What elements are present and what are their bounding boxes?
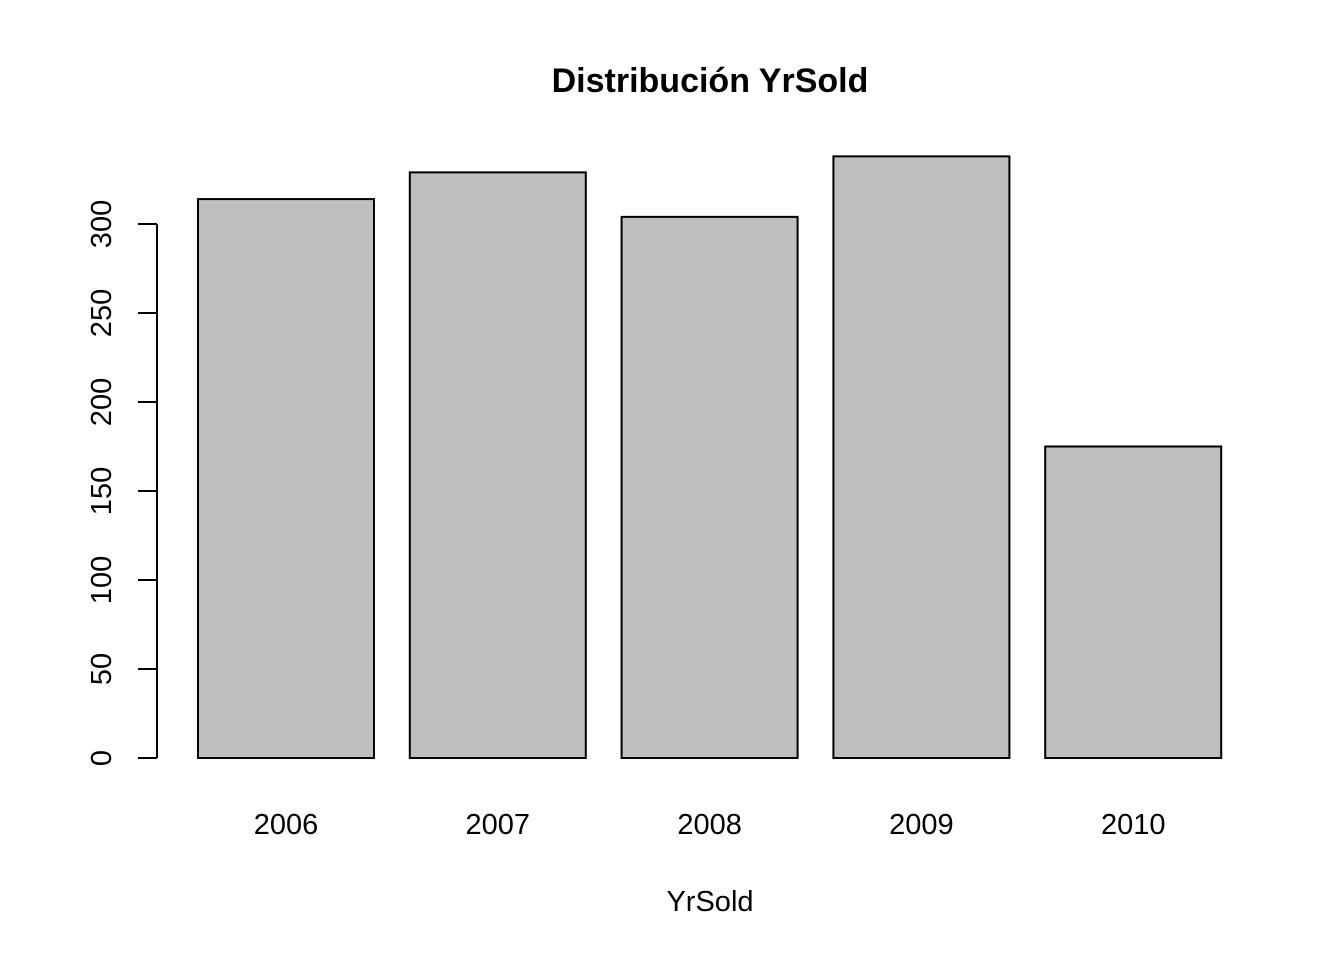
y-tick-label: 0 — [86, 750, 118, 766]
y-tick-label: 250 — [86, 289, 118, 337]
y-tick-label: 150 — [86, 467, 118, 515]
x-tick-label: 2009 — [889, 809, 954, 841]
x-tick-labels: 2006 2007 2008 2009 2010 — [254, 809, 1166, 841]
x-tick-label: 2007 — [466, 809, 531, 841]
x-axis-label: YrSold — [666, 886, 753, 918]
bar-2007 — [408, 171, 587, 759]
y-tick-label: 300 — [86, 200, 118, 248]
x-tick-label: 2010 — [1101, 809, 1166, 841]
bar-2010 — [1044, 445, 1223, 759]
y-axis: 0 50 100 150 200 250 300 — [86, 200, 158, 766]
y-tick-label: 50 — [86, 653, 118, 685]
bar-2009 — [832, 155, 1011, 760]
bars — [197, 155, 1223, 760]
x-tick-label: 2006 — [254, 809, 319, 841]
x-tick-label: 2008 — [677, 809, 742, 841]
y-tick-label: 100 — [86, 556, 118, 604]
bar-2006 — [197, 198, 375, 759]
chart-title: Distribución YrSold — [552, 62, 869, 100]
bar-2008 — [620, 215, 799, 759]
y-tick-label: 200 — [86, 378, 118, 426]
